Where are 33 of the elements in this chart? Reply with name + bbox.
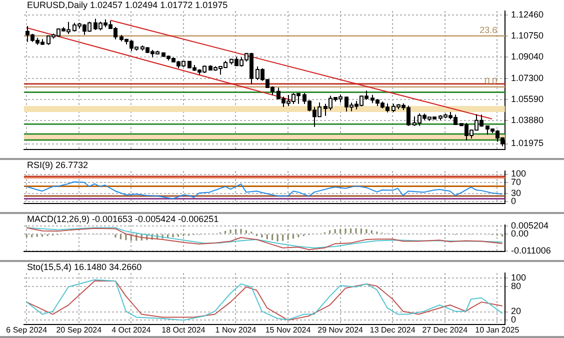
x-tick-label: 15 Nov 2024 <box>265 325 312 334</box>
y-tick-label: 0 <box>511 196 516 206</box>
y-tick-label: 100 <box>511 168 526 179</box>
chart-title: EURUSD,Daily 1.02457 1.02494 1.01772 1.01975 <box>27 0 228 10</box>
y-tick-label: -0.011006 <box>511 245 551 256</box>
y-tick-label: 20 <box>511 306 522 316</box>
y-tick-label: 0.00 <box>511 228 529 238</box>
y-tick-label: 1.12460 <box>511 9 544 20</box>
x-tick-label: 13 Dec 2024 <box>370 325 416 334</box>
x-tick-label: 1 Nov 2024 <box>215 325 257 334</box>
y-tick-label: 80 <box>511 280 522 291</box>
y-tick-label: 100 <box>511 272 526 283</box>
y-tick-label: 70 <box>511 176 522 187</box>
x-tick-label: 4 Oct 2024 <box>112 325 152 334</box>
x-tick-label: 18 Oct 2024 <box>162 325 206 334</box>
y-tick-label: 1.05590 <box>511 94 544 104</box>
y-tick-label: 1.07300 <box>511 72 544 83</box>
chart-title: Sto(15,5,4) 16.1480 34.2660 <box>27 262 142 272</box>
x-tick-label: 20 Sep 2024 <box>56 325 102 334</box>
y-tick-label: 1.10750 <box>511 30 544 40</box>
annotation: 23.6 <box>480 24 498 35</box>
x-tick-label: 10 Jan 2025 <box>475 325 520 334</box>
x-tick-label: 29 Nov 2024 <box>318 325 364 334</box>
chart-title: RSI(9) 26.7732 <box>27 160 88 170</box>
y-tick-label: 30 <box>511 188 522 198</box>
chart-title: MACD(12,26,9) -0.001653 -0.005424 -0.006251 <box>27 214 219 224</box>
y-tick-label: 1.03880 <box>511 114 544 125</box>
x-tick-label: 27 Dec 2024 <box>422 325 468 334</box>
x-tick-label: 6 Sep 2024 <box>6 325 48 334</box>
y-tick-label: 1.09040 <box>511 51 544 62</box>
y-tick-label: 0.005204 <box>511 220 549 230</box>
y-tick-label: 1.01975 <box>511 138 544 148</box>
y-tick-label: 0 <box>511 314 516 325</box>
